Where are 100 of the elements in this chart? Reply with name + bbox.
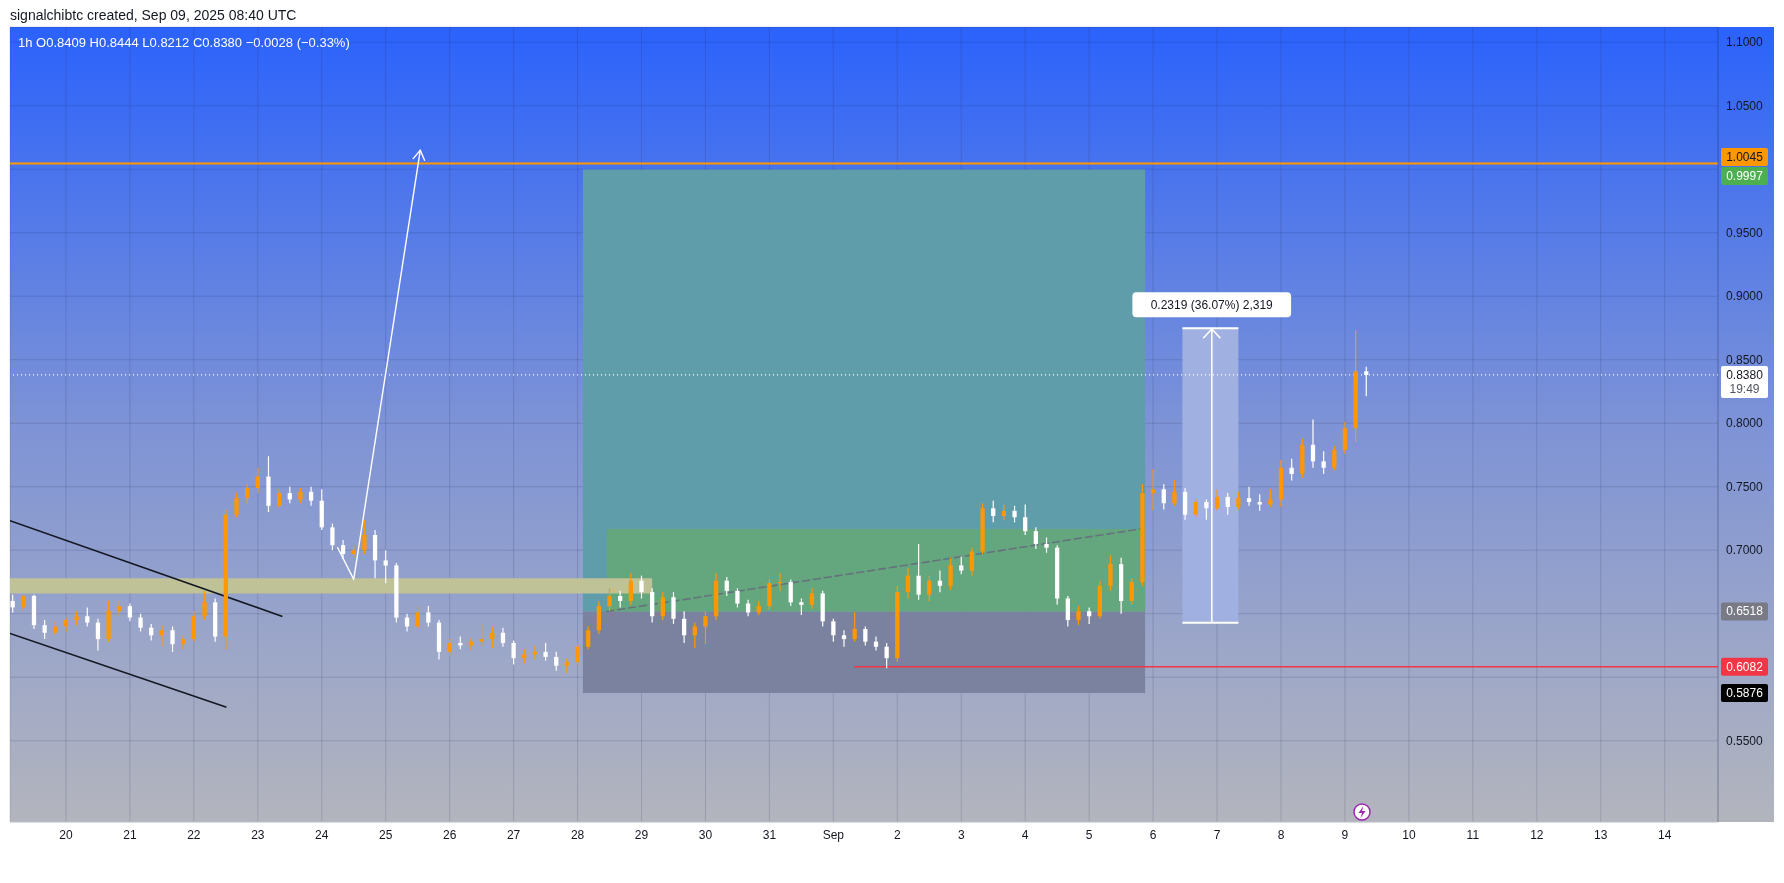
y-tick-label: 0.9000 (1726, 289, 1764, 304)
candlestick (927, 575, 932, 602)
candlestick (660, 591, 665, 621)
candlestick (159, 624, 165, 648)
candlestick (1108, 554, 1113, 592)
x-tick-label: 26 (442, 827, 457, 842)
annotation: 0.6082 (1726, 659, 1764, 674)
annotation: 19:49 (1729, 381, 1760, 396)
candlestick (1182, 487, 1188, 521)
x-tick-label: 5 (1085, 827, 1093, 842)
y-tick-label: 0.7000 (1726, 543, 1764, 558)
candlestick (703, 610, 708, 645)
x-tick-label: 9 (1341, 827, 1349, 842)
candlestick (95, 618, 101, 652)
y-tick-label: 0.7500 (1726, 479, 1764, 494)
candlestick (1161, 483, 1166, 511)
text: 0.5876 (1726, 685, 1764, 700)
text: 0.6518 (1726, 604, 1764, 619)
candlestick (1321, 450, 1326, 475)
x-tick-label: 31 (762, 827, 777, 842)
candlestick (170, 625, 175, 653)
candlestick (841, 629, 847, 648)
y-tick-label: 1.1000 (1726, 35, 1764, 50)
x-tick-label: 7 (1213, 827, 1221, 842)
candlestick (554, 651, 559, 672)
candlestick (42, 619, 47, 640)
candlestick (500, 627, 506, 648)
x-tick-label: 10 (1402, 827, 1416, 842)
candlestick (191, 610, 196, 643)
candlestick (724, 576, 729, 597)
x-tick-label: 3 (957, 827, 965, 842)
x-tick-label: 14 (1658, 827, 1672, 842)
candlestick (1001, 503, 1007, 521)
x-tick-label: 12 (1530, 827, 1544, 842)
candlestick (415, 606, 420, 630)
x-tick-label: Sep (822, 827, 845, 842)
candlestick (308, 486, 314, 507)
candlestick (1332, 445, 1337, 471)
candlestick (362, 519, 367, 555)
candlestick (852, 611, 857, 643)
candlestick (948, 557, 953, 591)
candlestick (991, 500, 996, 523)
x-tick-label: 25 (379, 827, 393, 842)
candlestick (937, 569, 943, 593)
candlestick (767, 578, 772, 611)
candlestick (809, 587, 815, 610)
y-tick-label: 1.0500 (1726, 99, 1764, 113)
candlestick (245, 483, 250, 504)
x-tick-label: 29 (634, 827, 649, 842)
annotation: 0.2319 (36.07%) 2,319 (1150, 298, 1274, 313)
y-tick-label: 0.5500 (1726, 733, 1764, 748)
x-tick-label: 11 (1466, 827, 1480, 842)
x-tick-label: 21 (123, 827, 137, 842)
candlestick (1129, 577, 1134, 606)
candlestick (873, 635, 879, 652)
x-tick-label: 20 (59, 827, 73, 842)
x-tick-label: 2 (893, 827, 901, 842)
candlestick (1150, 468, 1156, 512)
candlestick (788, 578, 793, 607)
candlestick (1225, 492, 1230, 516)
candlestick (564, 657, 570, 675)
candlestick (383, 549, 388, 584)
candlestick (202, 590, 207, 621)
candlestick (255, 467, 260, 494)
x-tick-label: 27 (506, 827, 521, 842)
candlestick (1033, 526, 1038, 550)
candlestick (607, 587, 612, 612)
candlestick (426, 605, 431, 628)
ref-line-label: 1.0045 (1726, 150, 1764, 165)
text: 1h O0.8409 H0.8444 L0.8212 C0.8380 −0.0028 (−0.33%) (18, 35, 350, 50)
text: 0.9997 (1726, 169, 1764, 184)
candlestick (735, 587, 740, 608)
candlestick (628, 572, 633, 606)
x-tick-label: 22 (187, 827, 201, 842)
candlestick (479, 623, 484, 648)
candlestick (575, 643, 580, 666)
candlestick (1214, 488, 1220, 512)
ref-line-label: 0.8380 (1726, 367, 1764, 382)
candlestick (692, 622, 697, 649)
candlestick (586, 625, 591, 650)
candlestick (639, 575, 644, 600)
candlestick (234, 492, 239, 518)
text: signalchibtc created, Sep 09, 2025 08:40 UTC (10, 7, 297, 23)
candlestick (511, 639, 516, 666)
candlestick (1193, 497, 1198, 518)
candlestick (916, 543, 921, 601)
candlestick (863, 625, 868, 647)
candlestick (884, 642, 889, 669)
y-tick-label: 0.9500 (1726, 225, 1764, 240)
candlestick (1023, 503, 1028, 536)
candlestick (671, 591, 676, 625)
x-tick-label: 4 (1021, 827, 1029, 842)
x-tick-label: 30 (698, 827, 713, 842)
x-tick-label: 28 (570, 827, 585, 842)
y-tick-label: 0.8000 (1726, 416, 1764, 431)
x-tick-label: 6 (1149, 827, 1157, 842)
x-tick-label: 23 (251, 827, 265, 842)
x-tick-label: 24 (315, 827, 329, 842)
candlestick (1065, 595, 1070, 628)
x-tick-label: 13 (1594, 827, 1608, 842)
